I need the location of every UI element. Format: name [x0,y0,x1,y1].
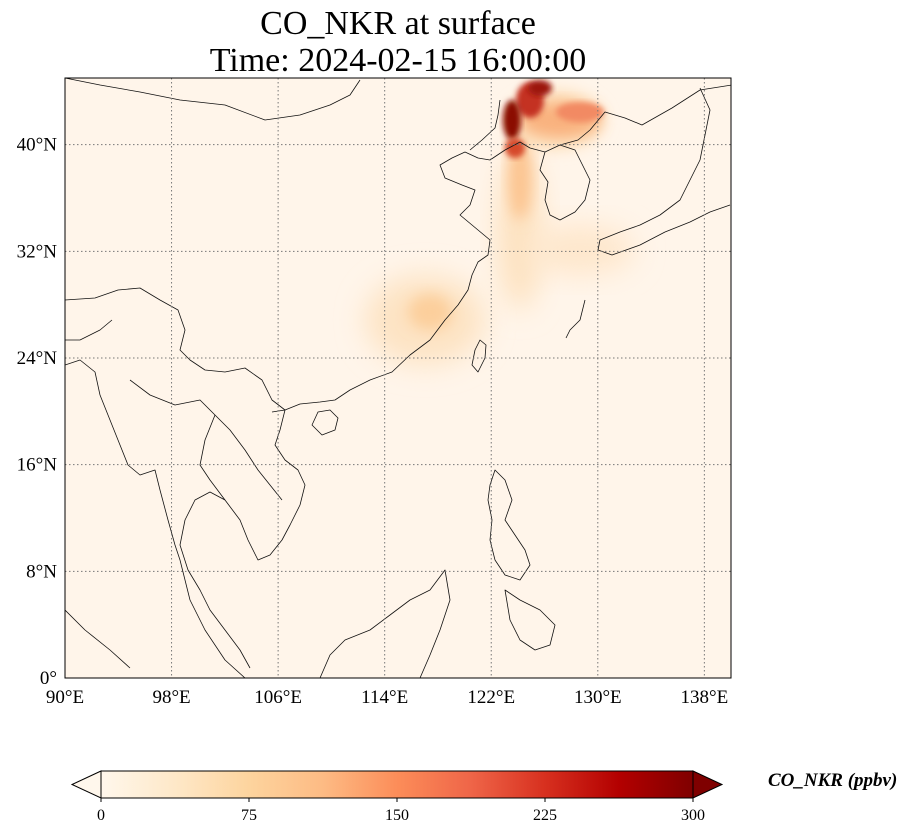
lon-tick-label: 114°E [361,687,408,708]
lon-tick-label: 98°E [152,687,190,708]
lon-tick-label: 130°E [574,687,622,708]
colorbar-extend-max [692,770,724,799]
lat-tick-label: 16°N [17,455,58,476]
colorbar-tick-label: 150 [385,807,409,824]
lon-tick-label: 122°E [467,687,515,708]
colorbar: 0 75 150 225 300 [70,770,724,824]
colorbar-label: CO_NKR (ppbv) [768,770,898,791]
lon-tick-label: 90°E [46,687,84,708]
chart-title: CO_NKR at surface [260,5,536,42]
colorbar-tick-label: 300 [681,807,705,824]
colorbar-tick-labels: 0 75 150 225 300 [97,798,705,824]
lat-tick-label: 24°N [17,348,58,369]
colorbar-tick-label: 75 [241,807,257,824]
map-background [65,78,731,678]
colorbar-tick-label: 225 [533,807,557,824]
map-frame [64,77,732,679]
lat-tick-label: 0° [40,668,57,689]
lat-tick-label: 40°N [17,135,58,156]
latitude-tick-labels: 0° 8°N 16°N 24°N 32°N 40°N [17,135,58,689]
colorbar-extend-min [70,770,102,799]
lat-tick-label: 32°N [17,241,58,262]
lon-tick-label: 138°E [681,687,729,708]
lon-tick-label: 106°E [254,687,302,708]
concentration-field [365,80,635,365]
longitude-tick-labels: 90°E 98°E 106°E 114°E 122°E 130°E 138°E [46,687,728,708]
map-gridlines [65,78,731,678]
colorbar-tick-label: 0 [97,807,105,824]
chart-subtitle-time: Time: 2024-02-15 16:00:00 [209,42,587,79]
lat-tick-label: 8°N [26,561,57,582]
colorbar-gradient [101,771,693,798]
